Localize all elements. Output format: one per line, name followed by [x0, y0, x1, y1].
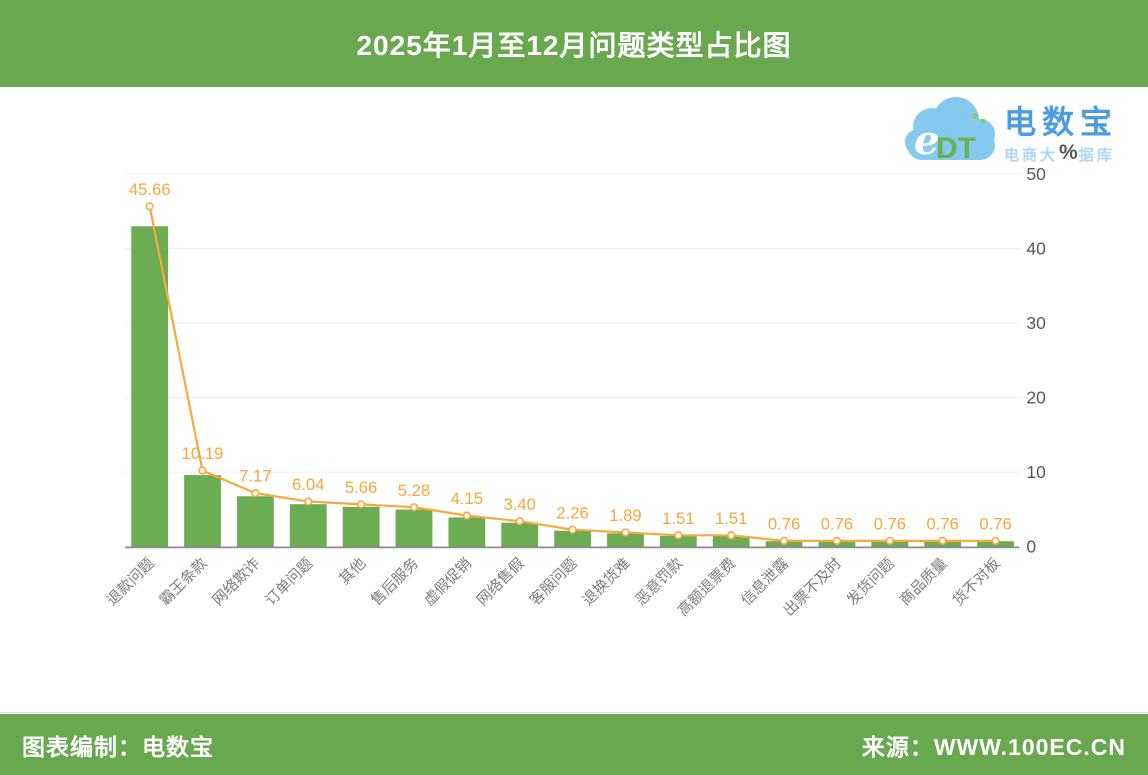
line-marker — [304, 497, 313, 506]
brand-subtitle: 电商大 % 据库 — [1004, 141, 1118, 166]
brand-name: 电数宝 — [1004, 104, 1119, 140]
bar — [131, 226, 169, 547]
line-marker — [779, 536, 789, 545]
value-label: 0.76 — [979, 514, 1011, 533]
y-tick-label: 40 — [1026, 239, 1046, 259]
category-label: 出票不及时 — [780, 555, 845, 620]
footer-bar: 图表编制：电数宝 来源：WWW.100EC.CN — [0, 714, 1148, 775]
category-label: 高额退票费 — [675, 555, 740, 620]
category-label: 网络欺诈 — [209, 555, 263, 609]
bar — [448, 517, 486, 547]
value-label: 6.04 — [292, 475, 324, 494]
line-marker — [462, 511, 471, 520]
page-title: 2025年1月至12月问题类型占比图 — [356, 29, 792, 61]
bar — [342, 506, 380, 547]
value-label: 5.28 — [398, 481, 430, 500]
category-label: 客服问题 — [527, 555, 581, 609]
y-axis-unit-label: % — [1059, 141, 1078, 164]
trend-line — [148, 205, 997, 542]
category-label: 虚假促销 — [421, 555, 475, 609]
bar — [236, 496, 274, 547]
footer-credit: 图表编制：电数宝 — [22, 733, 214, 760]
line-marker — [621, 528, 630, 537]
line-marker — [885, 536, 894, 545]
footer-source: 来源：WWW.100EC.CN — [861, 733, 1126, 760]
line-marker — [145, 202, 154, 211]
value-label: 5.66 — [345, 478, 377, 497]
value-label: 0.76 — [874, 514, 906, 533]
value-label: 3.40 — [504, 495, 536, 514]
category-label: 订单问题 — [262, 555, 316, 609]
bar — [395, 509, 433, 547]
brand-text-block: 电数宝 电商大 % 据库 — [1004, 104, 1118, 166]
value-label: 1.51 — [715, 509, 747, 528]
category-label: 退款问题 — [104, 555, 158, 609]
value-label: 1.89 — [609, 506, 641, 525]
value-label: 2.26 — [556, 503, 588, 522]
category-label: 恶意罚款 — [632, 554, 687, 609]
bar — [184, 475, 221, 547]
line-marker — [568, 525, 577, 534]
value-label: 7.17 — [239, 467, 271, 486]
line-marker — [991, 536, 1000, 545]
y-tick-label: 50 — [1026, 164, 1046, 184]
svg-text:e: e — [914, 117, 939, 164]
y-tick-label: 20 — [1026, 388, 1046, 408]
category-label: 退换货难 — [579, 555, 633, 609]
svg-text:DT: DT — [936, 132, 976, 165]
bar-line-chart: 45.66 10.19 7.17 6.04 5.66 5.28 4.15 3.40 2.26 1.… — [104, 164, 1047, 620]
category-label: 网络售假 — [474, 555, 528, 609]
value-label: 0.76 — [768, 514, 800, 533]
bar — [712, 535, 750, 547]
value-label: 10.19 — [182, 444, 224, 463]
bar — [501, 522, 539, 547]
bar — [554, 530, 592, 547]
line-marker — [251, 488, 260, 498]
chart-area: 45.66 10.19 7.17 6.04 5.66 5.28 4.15 3.40 2.26 1.… — [0, 88, 1148, 714]
value-label: 1.51 — [662, 509, 694, 528]
line-marker — [198, 466, 207, 475]
line-marker — [674, 531, 683, 540]
y-tick-label: 30 — [1026, 313, 1046, 333]
category-label: 信息泄露 — [738, 555, 792, 609]
brand-subtitle-prefix: 电商大 — [1004, 146, 1059, 164]
value-label: 0.76 — [821, 514, 853, 533]
category-label: 发货问题 — [844, 555, 898, 609]
footer-divider — [0, 712, 1148, 713]
category-label: 售后服务 — [368, 555, 422, 609]
value-label: 0.76 — [926, 514, 958, 533]
category-label: 其他 — [336, 555, 369, 588]
value-label: 45.66 — [129, 180, 171, 199]
bar — [659, 535, 697, 547]
category-label: 货不对板 — [949, 554, 1004, 609]
cloud-logo-icon: e DT — [905, 97, 995, 165]
category-label: 商品质量 — [897, 555, 951, 609]
category-label: 霸王条款 — [156, 555, 210, 609]
line-marker — [832, 536, 842, 545]
y-tick-label: 0 — [1026, 537, 1036, 557]
brand-logo: e DT 电数宝 电商大 % 据库 — [902, 94, 1118, 180]
line-marker — [727, 531, 736, 540]
bar — [607, 533, 644, 547]
bar — [289, 504, 327, 547]
y-tick-label: 10 — [1026, 462, 1046, 482]
line-marker — [515, 517, 524, 526]
line-marker — [409, 503, 419, 512]
line-marker — [938, 536, 947, 545]
line-marker — [357, 500, 366, 509]
header-bar: 2025年1月至12月问题类型占比图 — [0, 0, 1148, 87]
brand-subtitle-suffix: 据库 — [1078, 146, 1115, 164]
value-label: 4.15 — [451, 489, 483, 508]
